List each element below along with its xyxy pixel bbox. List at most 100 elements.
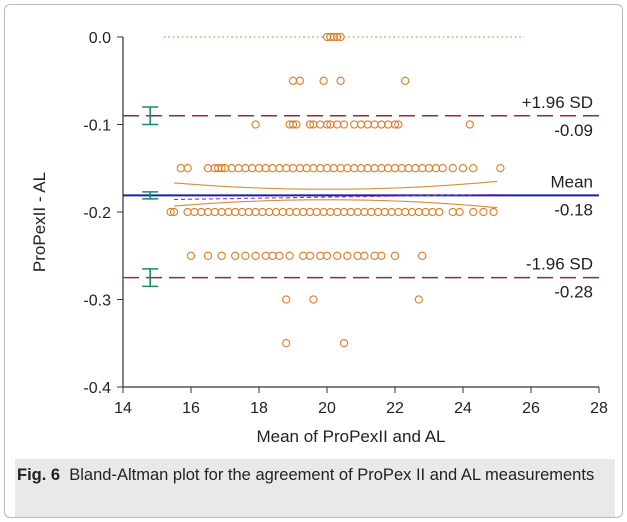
data-point <box>227 164 236 173</box>
data-point <box>186 251 196 260</box>
data-point <box>231 251 240 260</box>
y-axis-label: ProPexII - AL <box>30 172 49 272</box>
data-point <box>336 164 345 173</box>
data-point <box>251 251 260 260</box>
data-point <box>275 251 284 260</box>
data-point <box>288 120 298 129</box>
data-point <box>404 164 413 173</box>
x-tick-label: 24 <box>454 400 472 417</box>
data-point <box>353 251 362 260</box>
data-point <box>384 164 393 173</box>
data-point <box>414 295 423 304</box>
y-tick-label: -0.3 <box>83 293 111 310</box>
data-point <box>343 164 352 173</box>
data-point <box>435 207 444 217</box>
data-point <box>339 339 349 348</box>
data-point <box>322 120 332 129</box>
ref-line-name: +1.96 SD <box>522 93 593 112</box>
data-point <box>241 251 250 260</box>
data-point <box>458 164 468 173</box>
data-point <box>241 164 250 173</box>
ref-line-value: -0.28 <box>554 283 593 302</box>
data-point <box>390 120 400 129</box>
data-point <box>217 251 226 260</box>
fit-line <box>173 193 498 201</box>
data-point <box>282 339 291 348</box>
data-point <box>292 207 301 217</box>
data-point <box>299 251 308 260</box>
data-point <box>288 76 298 85</box>
data-point <box>373 207 383 217</box>
data-point <box>333 207 342 217</box>
data-point <box>299 207 308 217</box>
x-tick-label: 14 <box>114 400 132 417</box>
data-point <box>339 207 349 217</box>
data-point <box>401 76 410 85</box>
data-point <box>360 207 369 217</box>
data-point <box>322 164 332 173</box>
data-point <box>234 164 243 173</box>
data-point <box>448 207 457 217</box>
data-point <box>431 164 440 173</box>
data-point <box>217 164 226 173</box>
data-point <box>210 207 219 217</box>
data-point <box>295 76 304 85</box>
data-point <box>295 164 304 173</box>
data-point <box>350 164 359 173</box>
data-point <box>411 164 420 173</box>
data-point <box>384 120 393 129</box>
data-point <box>377 164 386 173</box>
data-point <box>261 251 270 260</box>
data-point <box>183 207 192 217</box>
data-point <box>166 207 175 217</box>
data-point <box>282 295 291 304</box>
data-point <box>370 164 379 173</box>
data-point <box>377 120 386 129</box>
data-point <box>305 120 315 129</box>
data-point <box>397 164 406 173</box>
data-point <box>309 295 318 304</box>
data-point <box>418 164 427 173</box>
x-tick-label: 18 <box>250 400 268 417</box>
data-point <box>316 251 325 260</box>
data-point <box>197 207 206 217</box>
data-point <box>350 120 359 129</box>
data-point <box>479 207 488 217</box>
data-point <box>190 207 199 217</box>
data-point <box>275 164 284 173</box>
data-point <box>370 120 379 129</box>
data-point <box>322 251 332 260</box>
data-point <box>309 164 318 173</box>
data-point <box>278 207 287 217</box>
data-point <box>363 164 372 173</box>
data-point <box>265 207 274 217</box>
data-point <box>305 251 315 260</box>
data-point <box>421 207 430 217</box>
data-point <box>356 120 366 129</box>
data-point <box>360 251 369 260</box>
data-point <box>261 164 270 173</box>
data-point <box>244 207 253 217</box>
data-point <box>319 76 328 85</box>
data-point <box>333 251 342 260</box>
data-point <box>169 207 179 217</box>
bland-altman-chart: 0.0 -0.1 -0.2 -0.3 -0.414 16 18 20 22 24 26 28 Mean … <box>30 30 608 446</box>
data-point <box>231 207 240 217</box>
data-point <box>469 207 478 217</box>
data-point <box>203 207 213 217</box>
x-tick-label: 22 <box>386 400 404 417</box>
data-point <box>353 207 362 217</box>
y-tick-label: -0.1 <box>83 118 111 135</box>
data-point <box>390 251 400 260</box>
data-point <box>254 164 264 173</box>
data-point <box>428 207 437 217</box>
data-point <box>407 207 417 217</box>
data-point <box>346 207 355 217</box>
data-point <box>217 207 226 217</box>
data-point <box>394 120 403 129</box>
data-point <box>489 207 498 217</box>
x-tick-label: 28 <box>590 400 608 417</box>
data-point <box>203 164 213 173</box>
data-point <box>469 164 478 173</box>
data-point <box>465 120 474 129</box>
